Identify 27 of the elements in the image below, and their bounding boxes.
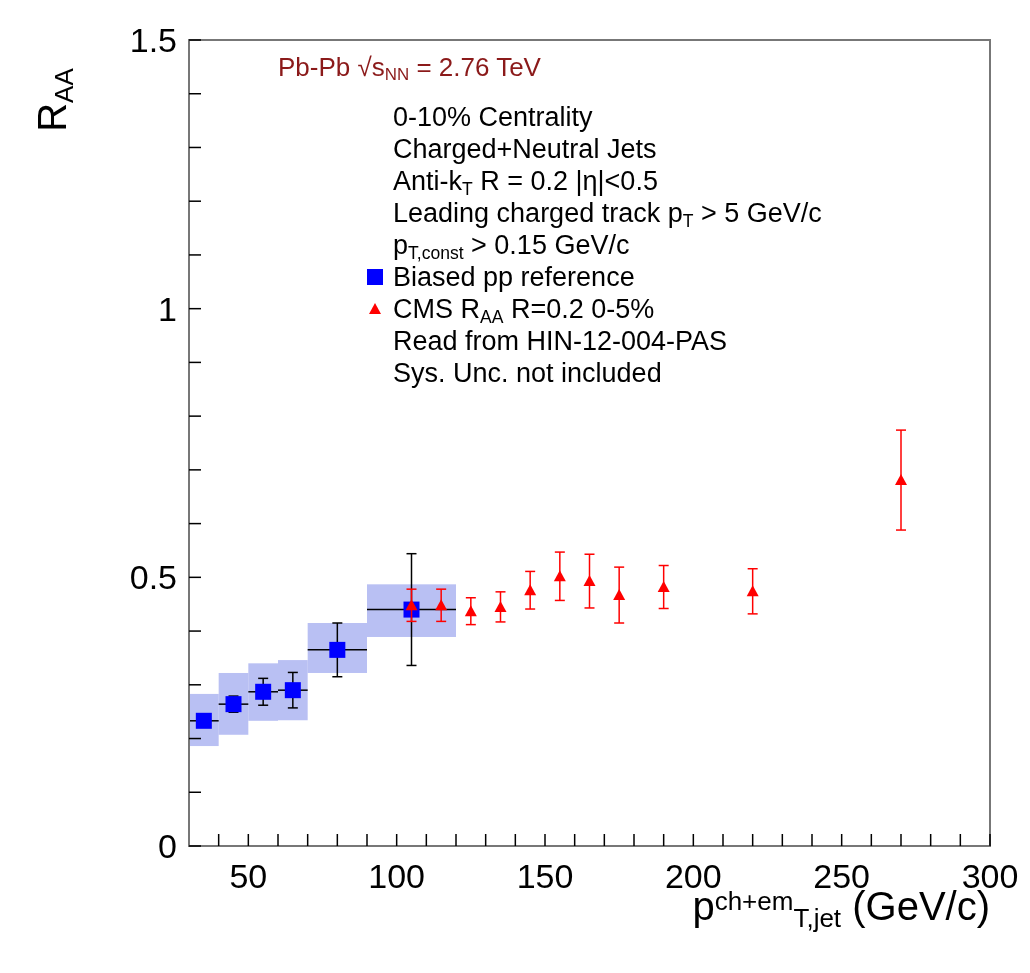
- point: [405, 599, 418, 611]
- annotation: 0-10% Centrality: [393, 102, 594, 132]
- annotation: Sys. Unc. not included: [393, 358, 662, 388]
- point: [613, 589, 626, 601]
- y-tick-label: 1.5: [129, 21, 177, 59]
- y-tick-label: 0: [158, 827, 177, 865]
- text: Pb-Pb √s$_{NN}$ = 2.76 TeV: [278, 52, 542, 85]
- annotation: Anti-k$_{T}$ R = 0.2 |η|<0.5: [393, 166, 658, 199]
- x-tick-label: 150: [516, 857, 574, 895]
- x-tick-label: 50: [229, 857, 268, 895]
- point: [553, 570, 566, 582]
- point: [583, 575, 596, 587]
- point: [657, 581, 670, 593]
- x-tick-label: 100: [368, 857, 426, 895]
- point: [746, 585, 759, 597]
- point: [524, 584, 537, 596]
- point: [435, 599, 448, 611]
- point: [464, 605, 477, 617]
- annotation: Read from HIN-12-004-PAS: [393, 326, 728, 356]
- legend-label: CMS R$_{AA}$ R=0.2 0-5%: [393, 294, 655, 327]
- annotation: Charged+Neutral Jets: [393, 134, 657, 164]
- annotation: Leading charged track p$_{T}$ > 5 GeV/c: [393, 198, 822, 231]
- point: [895, 474, 907, 486]
- y-tick-label: 1: [158, 289, 177, 328]
- annotation: p$_{T,const}$ > 0.15 GeV/c: [393, 230, 630, 263]
- y-tick-label: 0.5: [129, 558, 177, 597]
- legend-label: Biased pp reference: [393, 262, 635, 292]
